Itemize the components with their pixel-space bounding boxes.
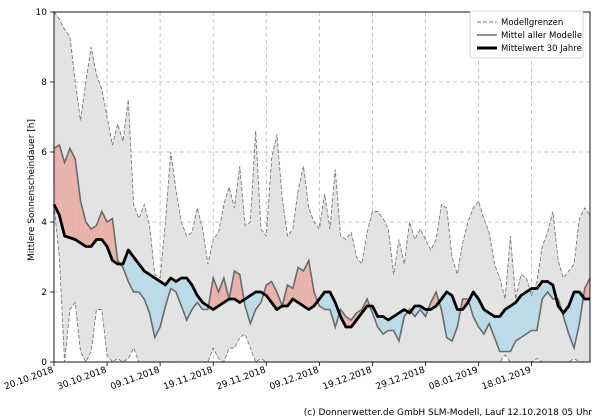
below-normal-area [483, 309, 490, 334]
above-normal-area [213, 278, 219, 310]
above-normal-area [298, 267, 304, 306]
above-normal-area [303, 260, 309, 310]
y-axis-label: Mittlere Sonnenscheindauer [h] [27, 119, 37, 261]
below-normal-area [446, 292, 453, 341]
below-normal-area [510, 302, 516, 352]
above-normal-area [69, 148, 76, 240]
below-normal-area [133, 257, 139, 292]
legend-label-climate: Mittelwert 30 Jahre [501, 44, 582, 54]
model-mean-line [53, 143, 591, 353]
above-normal-area [64, 148, 70, 238]
above-normal-area [584, 278, 590, 299]
below-normal-area [515, 295, 522, 341]
below-normal-area [154, 278, 161, 338]
copyright-credit: (c) Donnerwetter.de GmbH SLM-Modell, Lau… [303, 408, 592, 418]
above-normal-area [292, 267, 299, 303]
below-normal-area [255, 292, 261, 310]
y-tick-label: 2 [41, 288, 47, 298]
x-tick-label: 29.12.2018 [375, 365, 427, 392]
envelope-max-line [53, 11, 591, 300]
below-normal-area [526, 288, 532, 334]
legend-label-mean: Mittel aller Modelle [501, 31, 582, 41]
below-normal-area [494, 316, 500, 352]
below-normal-area [122, 250, 129, 282]
above-normal-area [96, 211, 102, 240]
below-normal-area [542, 281, 548, 299]
below-normal-area [531, 288, 537, 331]
above-normal-area [266, 281, 272, 303]
below-normal-area [250, 292, 256, 324]
below-normal-area [505, 306, 511, 352]
x-tick-label: 19.12.2018 [322, 365, 374, 392]
below-normal-area [149, 274, 155, 338]
below-normal-area [160, 281, 166, 327]
below-normal-area [377, 316, 384, 334]
below-normal-area [176, 278, 182, 306]
x-tick-label: 20.10.2018 [3, 365, 55, 392]
legend-label-envelope: Modellgrenzen [501, 18, 563, 28]
envelope-area [54, 12, 590, 362]
below-normal-area [547, 281, 553, 299]
below-normal-area [181, 278, 187, 320]
x-tick-label: 09.12.2018 [269, 365, 321, 392]
above-normal-area [234, 271, 240, 303]
x-tick-label: 09.11.2018 [109, 365, 161, 392]
below-normal-area [489, 313, 495, 338]
above-normal-area [75, 159, 81, 243]
y-tick-label: 0 [41, 358, 47, 368]
y-tick-label: 8 [41, 78, 47, 88]
below-normal-area [393, 313, 399, 341]
below-normal-area [383, 316, 389, 334]
x-tick-label: 08.01.2019 [428, 365, 480, 392]
above-normal-area [59, 145, 65, 236]
x-tick-label: 30.10.2018 [56, 365, 108, 392]
y-tick-label: 4 [41, 218, 47, 228]
above-normal-area [54, 145, 60, 215]
x-tick-label: 29.11.2018 [215, 365, 267, 392]
below-normal-area [144, 271, 150, 313]
below-normal-area [441, 292, 447, 338]
legend-box [469, 10, 584, 59]
above-normal-area [80, 201, 86, 247]
x-tick-label: 19.11.2018 [162, 365, 214, 392]
below-normal-area [186, 278, 192, 320]
below-normal-area [574, 292, 580, 348]
below-normal-area [499, 309, 506, 352]
below-normal-area [128, 250, 134, 292]
legend: Modellgrenzen Mittel aller Modelle Mitte… [469, 10, 584, 59]
climate-mean-line [52, 203, 590, 329]
model-envelope [54, 12, 590, 362]
below-normal-area [319, 292, 325, 310]
below-normal-area [521, 292, 527, 338]
plot-frame [53, 11, 591, 363]
above-normal-area [218, 278, 224, 306]
y-tick-label: 6 [41, 148, 47, 158]
y-tick-label: 10 [36, 8, 48, 18]
below-normal-area [324, 292, 330, 310]
below-normal-area [138, 264, 145, 299]
x-tick-label: 18.01.2019 [481, 365, 533, 392]
